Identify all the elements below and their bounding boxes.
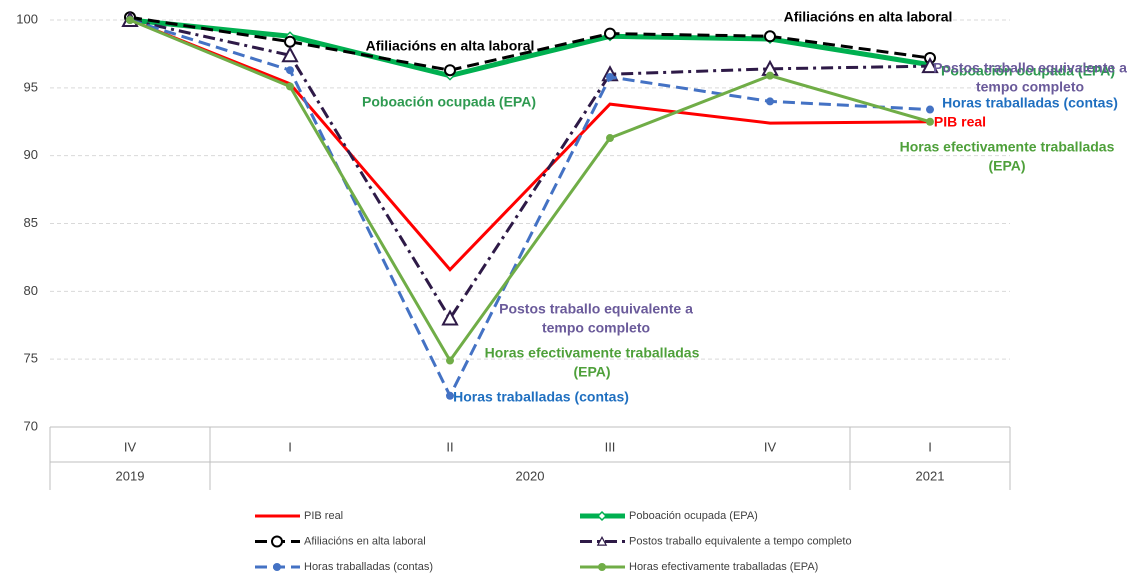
marker — [766, 71, 774, 80]
marker — [126, 16, 134, 24]
series-line — [129, 18, 931, 400]
marker — [286, 82, 294, 91]
annotation: tempo completo — [976, 79, 1084, 95]
marker — [446, 391, 454, 400]
y-tick-label: 100 — [16, 11, 38, 26]
y-tick-label: 75 — [24, 351, 38, 366]
legend-label: Horas efectivamente traballadas (EPA) — [629, 561, 818, 573]
series-line — [129, 18, 931, 272]
series-line — [129, 18, 931, 322]
y-tick-label: 80 — [24, 283, 38, 298]
legend-label: PIB real — [304, 510, 343, 522]
annotation: PIB real — [934, 114, 986, 130]
legend-entry: Postos traballo equivalente a tempo comp… — [580, 535, 852, 547]
legend-label: Horas traballadas (contas) — [304, 561, 433, 573]
marker — [281, 46, 299, 63]
legend-entry: Poboación ocupada (EPA) — [580, 510, 758, 522]
legend-entry: PIB real — [255, 510, 343, 522]
x-tick-label: I — [288, 439, 292, 454]
annotation: Postos traballo equivalente a — [933, 60, 1127, 76]
annotation: (EPA) — [988, 158, 1025, 174]
annotation: tempo completo — [542, 320, 650, 336]
legend-marker — [273, 563, 281, 571]
series-line — [129, 17, 931, 79]
legend-entry: Horas efectivamente traballadas (EPA) — [580, 561, 818, 573]
marker — [286, 66, 294, 75]
annotation: Horas efectivamente traballadas — [900, 139, 1115, 155]
marker — [444, 64, 456, 77]
legend-label: Poboación ocupada (EPA) — [629, 510, 758, 522]
annotation: (EPA) — [573, 364, 610, 380]
year-label: 2019 — [116, 468, 145, 483]
y-tick-label: 90 — [24, 147, 38, 162]
y-tick-label: 70 — [24, 418, 38, 433]
annotation: Poboación ocupada (EPA) — [941, 63, 1115, 79]
legend-entry: Afiliacións en alta laboral — [255, 535, 426, 548]
legend-label: Afiliacións en alta laboral — [304, 535, 426, 547]
legend-entry: Horas traballadas (contas) — [255, 561, 433, 573]
y-tick-label: 85 — [24, 215, 38, 230]
annotation: Postos traballo equivalente a — [499, 301, 693, 317]
marker — [284, 35, 296, 48]
legend-marker — [271, 535, 283, 548]
marker — [606, 72, 614, 81]
annotation: Horas efectivamente traballadas — [485, 345, 700, 361]
y-tick-label: 95 — [24, 79, 38, 94]
x-tick-label: IV — [124, 439, 137, 454]
x-tick-label: IV — [764, 439, 777, 454]
marker — [606, 134, 614, 143]
marker — [441, 309, 459, 326]
marker — [926, 117, 934, 126]
annotation: Poboación ocupada (EPA) — [362, 94, 536, 110]
marker — [766, 97, 774, 106]
marker — [604, 27, 616, 40]
marker — [921, 57, 939, 74]
annotation: Horas traballadas (contas) — [942, 95, 1118, 111]
annotation: Horas traballadas (contas) — [453, 389, 629, 405]
legend-marker — [596, 510, 608, 522]
legend-label: Postos traballo equivalente a tempo comp… — [629, 535, 852, 547]
marker — [764, 30, 776, 43]
year-label: 2020 — [516, 468, 545, 483]
marker — [446, 356, 454, 365]
year-label: 2021 — [916, 468, 945, 483]
series-line — [129, 18, 931, 364]
legend-marker — [598, 563, 606, 571]
annotation: Afiliacións en alta laboral — [784, 9, 953, 25]
legend-marker — [596, 536, 608, 546]
annotation: Afiliacións en alta laboral — [366, 38, 535, 54]
x-tick-label: II — [446, 439, 453, 454]
series-line — [129, 15, 931, 72]
marker — [926, 105, 934, 114]
x-tick-label: I — [928, 439, 932, 454]
x-tick-label: III — [605, 439, 616, 454]
